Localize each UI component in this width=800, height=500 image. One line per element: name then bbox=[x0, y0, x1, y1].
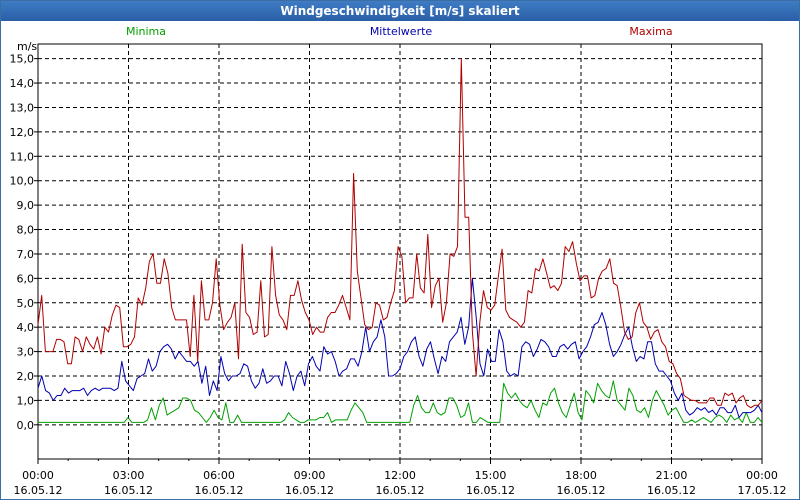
x-tick-time-label: 06:00 bbox=[203, 469, 235, 482]
y-tick-label: 1,0 bbox=[17, 394, 35, 407]
x-tick-date-label: 16.05.12 bbox=[195, 484, 244, 497]
series-line-minima bbox=[38, 380, 763, 423]
legend-mittelwerte: Mittelwerte bbox=[370, 25, 433, 38]
y-tick-label: 5,0 bbox=[17, 297, 35, 310]
y-tick-label: 4,0 bbox=[17, 321, 35, 334]
series-lines bbox=[37, 58, 763, 423]
y-tick-label: 6,0 bbox=[17, 272, 35, 285]
y-tick-label: 15,0 bbox=[10, 53, 35, 66]
y-axis-label: m/s bbox=[17, 40, 37, 53]
x-tick-time-label: 21:00 bbox=[656, 469, 688, 482]
y-tick-label: 3,0 bbox=[17, 346, 35, 359]
y-tick-label: 8,0 bbox=[17, 224, 35, 237]
x-tick-time-label: 09:00 bbox=[294, 469, 326, 482]
window-title: Windgeschwindigkeit [m/s] skaliert bbox=[1, 1, 799, 21]
series-line-maxima bbox=[37, 58, 763, 409]
y-tick-label: 9,0 bbox=[17, 199, 35, 212]
x-tick-date-label: 16.05.12 bbox=[557, 484, 606, 497]
series-line-mittelwerte bbox=[37, 277, 763, 418]
y-axis: 0,0 1,0 2,0 3,0 4,0 5,0 6,0 7,0 8,0 9,0 10,0 11,0 12… bbox=[10, 53, 38, 432]
y-tick-label: 14,0 bbox=[10, 77, 35, 90]
y-tick-label: 2,0 bbox=[17, 370, 35, 383]
x-tick-time-label: 00:00 bbox=[22, 469, 54, 482]
x-tick-time-label: 12:00 bbox=[384, 469, 416, 482]
y-tick-label: 0,0 bbox=[17, 419, 35, 432]
x-tick-time-label: 00:00 bbox=[746, 469, 778, 482]
y-tick-label: 10,0 bbox=[10, 175, 35, 188]
y-tick-label: 7,0 bbox=[17, 248, 35, 261]
x-tick-time-label: 18:00 bbox=[565, 469, 597, 482]
y-tick-label: 11,0 bbox=[10, 150, 35, 163]
x-tick-date-label: 16.05.12 bbox=[285, 484, 334, 497]
x-tick-date-label: 16.05.12 bbox=[104, 484, 153, 497]
x-axis: 00:00 16.05.12 03:00 16.05.12 06:00 16.05.12 0… bbox=[14, 459, 787, 497]
x-tick-date-label: 17.05.12 bbox=[738, 484, 787, 497]
x-tick-date-label: 16.05.12 bbox=[647, 484, 696, 497]
y-tick-label: 12,0 bbox=[10, 126, 35, 139]
x-tick-time-label: 15:00 bbox=[475, 469, 507, 482]
x-tick-date-label: 16.05.12 bbox=[14, 484, 63, 497]
grid-lines bbox=[38, 44, 762, 459]
legend-minima: Minima bbox=[126, 25, 166, 38]
x-tick-date-label: 16.05.12 bbox=[466, 484, 515, 497]
legend-maxima: Maxima bbox=[629, 25, 672, 38]
y-tick-label: 13,0 bbox=[10, 101, 35, 114]
x-tick-date-label: 16.05.12 bbox=[376, 484, 425, 497]
x-tick-time-label: 03:00 bbox=[113, 469, 145, 482]
